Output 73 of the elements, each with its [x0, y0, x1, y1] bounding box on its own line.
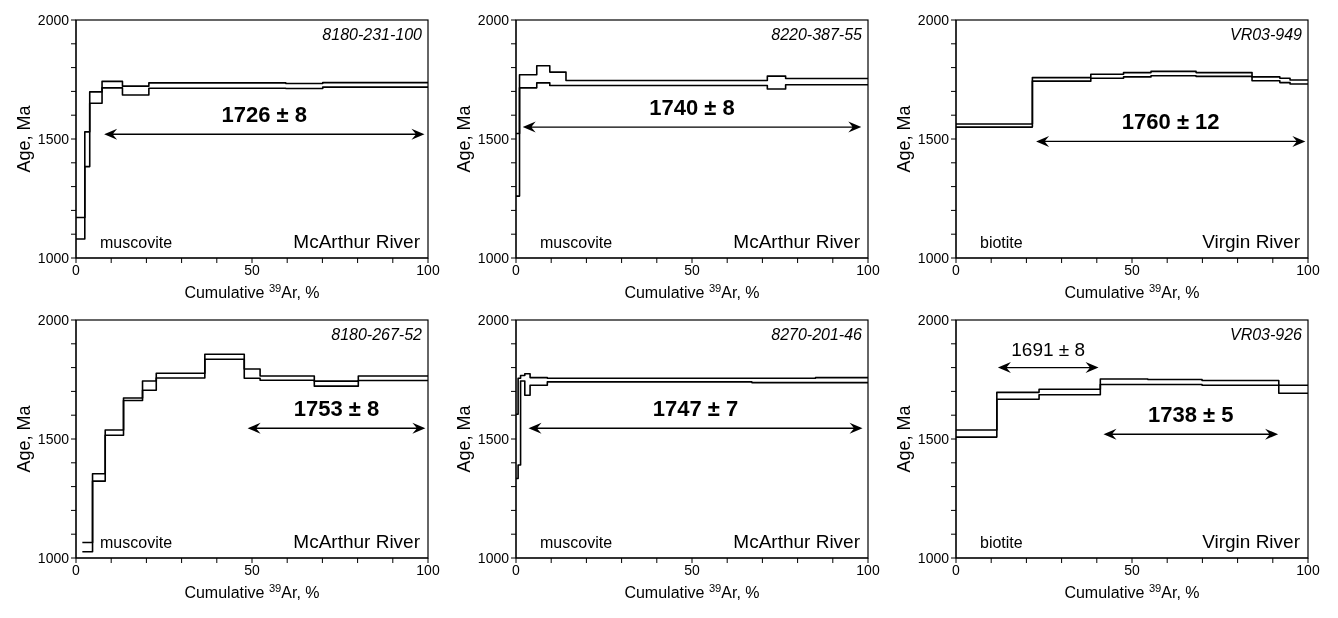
y-tick-label: 2000: [477, 11, 510, 28]
y-tick-label: 2000: [37, 11, 70, 28]
y-tick-label: 1500: [37, 430, 70, 447]
y-tick-label: 2000: [917, 311, 950, 328]
x-tick-label: 0: [952, 261, 961, 278]
x-tick-label: 50: [1124, 561, 1140, 578]
y-axis-title: Age, Ma: [454, 404, 474, 473]
y-tick-label: 1000: [37, 249, 70, 266]
x-axis-title: Cumulative $^{39}$Ar, %: [624, 282, 760, 301]
y-axis-title: Age, Ma: [894, 104, 914, 173]
x-tick-label: 50: [684, 261, 700, 278]
y-tick-label: 1000: [477, 549, 510, 566]
annotation: McArthur River: [293, 231, 421, 252]
annotation: muscovite: [540, 534, 613, 551]
annotation: 1738 ± 5: [1148, 402, 1234, 428]
annotation: 1753 ± 8: [293, 396, 380, 422]
y-tick-label: 1500: [477, 430, 510, 447]
x-tick-label: 0: [512, 261, 521, 278]
y-tick-label: 1000: [477, 249, 510, 266]
x-tick-label: 100: [856, 561, 880, 578]
annotation: McArthur River: [733, 531, 861, 552]
x-tick-label: 100: [1296, 561, 1320, 578]
x-tick-label: 50: [244, 261, 260, 278]
chart-title: VR03-926: [1229, 326, 1303, 343]
x-tick-label: 100: [416, 261, 440, 278]
annotation: McArthur River: [293, 531, 421, 552]
y-axis-title: Age, Ma: [14, 104, 34, 173]
y-tick-label: 1000: [917, 549, 950, 566]
annotation: 1691 ± 8: [1011, 338, 1086, 360]
annotation: Virgin River: [1202, 531, 1301, 552]
annotation: biotite: [980, 234, 1023, 251]
y-tick-label: 1000: [37, 549, 70, 566]
x-tick-label: 0: [72, 261, 81, 278]
chart-title: 8180-267-52: [331, 326, 423, 343]
y-tick-label: 1500: [477, 130, 510, 147]
x-tick-label: 100: [856, 261, 880, 278]
y-axis-title: Age, Ma: [14, 404, 34, 473]
annotation: Virgin River: [1202, 231, 1301, 252]
y-tick-label: 1000: [917, 249, 950, 266]
annotation: McArthur River: [733, 231, 861, 252]
chart-title: 8270-201-46: [771, 326, 863, 343]
annotation: biotite: [980, 534, 1023, 551]
x-tick-label: 100: [416, 561, 440, 578]
x-tick-label: 0: [952, 561, 961, 578]
y-tick-label: 2000: [37, 311, 70, 328]
annotation: muscovite: [100, 234, 173, 251]
y-tick-label: 2000: [917, 11, 950, 28]
chart-title: 8220-387-55: [771, 26, 863, 43]
x-axis-title: Cumulative $^{39}$Ar, %: [184, 582, 320, 601]
x-axis-title: Cumulative $^{39}$Ar, %: [184, 282, 320, 301]
y-tick-label: 2000: [477, 311, 510, 328]
x-tick-label: 0: [512, 561, 521, 578]
x-axis-title: Cumulative $^{39}$Ar, %: [1064, 582, 1200, 601]
annotation: muscovite: [100, 534, 173, 551]
y-tick-label: 1500: [917, 430, 950, 447]
x-axis-title: Cumulative $^{39}$Ar, %: [624, 582, 760, 601]
x-tick-label: 100: [1296, 261, 1320, 278]
chart-title: VR03-949: [1229, 26, 1303, 43]
x-tick-label: 0: [72, 561, 81, 578]
x-tick-label: 50: [1124, 261, 1140, 278]
annotation: 1726 ± 8: [221, 102, 308, 128]
y-axis-title: Age, Ma: [894, 404, 914, 473]
chart-title: 8180-231-100: [322, 26, 423, 43]
y-axis-title: Age, Ma: [454, 104, 474, 173]
annotation: 1740 ± 8: [649, 95, 735, 121]
x-tick-label: 50: [684, 561, 700, 578]
y-tick-label: 1500: [917, 130, 950, 147]
annotation: 1747 ± 7: [652, 396, 739, 422]
x-tick-label: 50: [244, 561, 260, 578]
annotation: 1760 ± 12: [1121, 109, 1220, 135]
y-tick-label: 1500: [37, 130, 70, 147]
annotation: muscovite: [540, 234, 613, 251]
x-axis-title: Cumulative $^{39}$Ar, %: [1064, 282, 1200, 301]
